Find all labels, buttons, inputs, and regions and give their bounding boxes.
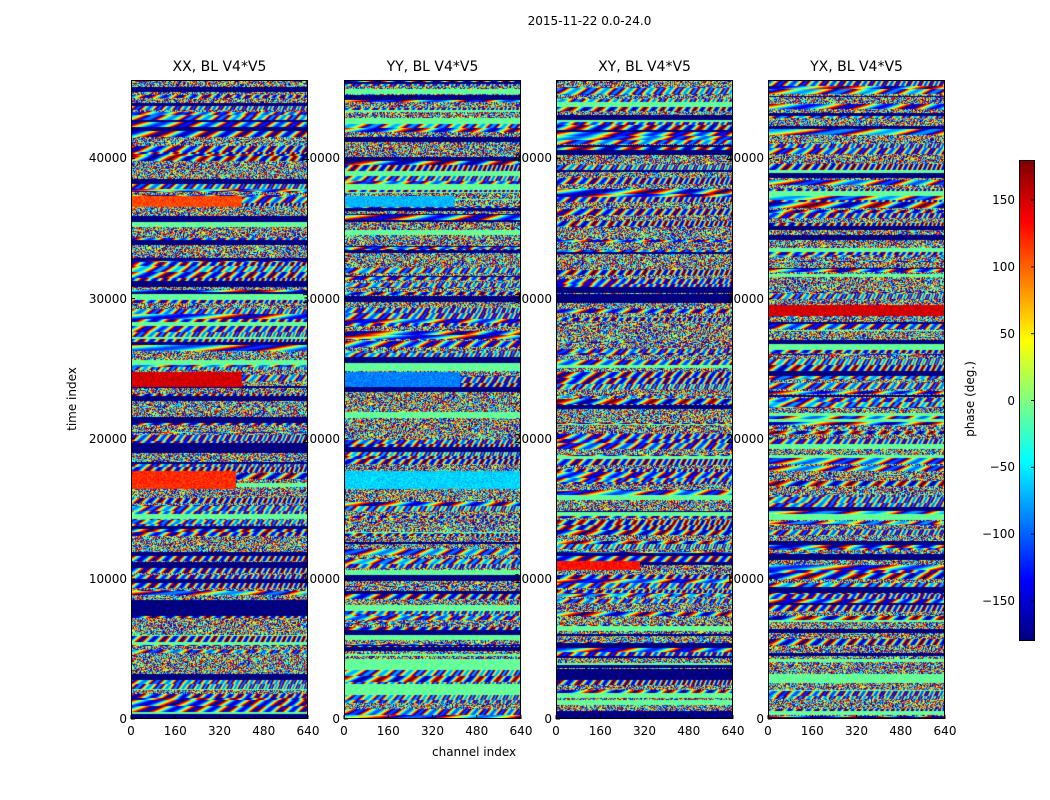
y-tick-label: 0 [544,712,552,726]
colorbar-tick-label: 50 [999,326,1015,341]
x-tick-label: 0 [127,724,135,738]
colorbar-tick-label: −50 [989,460,1015,475]
x-tick-label: 480 [677,724,701,738]
y-tick-label: 20000 [725,431,764,446]
y-tick-label: 20000 [88,431,127,446]
x-tick-label: 640 [296,724,320,738]
x-tick-label: 0 [340,724,348,738]
heatmap-canvas-yx [769,81,944,718]
x-tick-label: 160 [800,724,824,738]
x-tick-label: 320 [208,724,231,738]
y-tick-label: 40000 [301,151,340,166]
x-tick-label: 160 [588,724,612,738]
heatmap-canvas-yy [345,81,520,718]
x-tick-label: 160 [376,724,400,738]
y-tick-label: 20000 [513,431,552,446]
x-tick-label: 480 [465,724,489,738]
colorbar [1019,160,1035,641]
colorbar-tick-label: 150 [992,193,1015,208]
y-tick-label: 0 [119,712,127,726]
y-tick-label: 10000 [725,571,764,586]
panel-title-yx: YX, BL V4*V5 [810,59,903,75]
y-tick-label: 10000 [88,571,127,586]
y-tick-label: 0 [332,712,340,726]
y-tick-label: 10000 [513,571,552,586]
x-tick-label: 480 [252,724,276,738]
y-tick-label: 30000 [513,291,552,306]
colorbar-tick-label: −100 [982,527,1015,542]
x-tick-label: 0 [552,724,560,738]
heatmap-panel-yy [344,80,521,719]
x-tick-label: 320 [845,724,868,738]
y-tick-label: 10000 [301,571,340,586]
y-tick-label: 40000 [88,151,127,166]
y-tick-label: 30000 [88,291,127,306]
colorbar-tick-label: −150 [982,593,1015,608]
colorbar-tick-label: 0 [1007,393,1015,408]
heatmap-panel-yx [768,80,945,719]
panel-title-xx: XX, BL V4*V5 [172,59,267,75]
heatmap-canvas-xx [132,81,307,718]
x-tick-label: 160 [163,724,187,738]
x-tick-label: 320 [633,724,656,738]
colorbar-tick-label: 100 [992,259,1015,274]
x-axis-label: channel index [432,745,517,759]
y-tick-label: 20000 [301,431,340,446]
y-tick-label: 40000 [725,151,764,166]
y-tick-label: 40000 [513,151,552,166]
x-tick-label: 640 [721,724,745,738]
x-tick-label: 640 [933,724,957,738]
y-tick-label: 0 [756,712,764,726]
panel-title-xy: XY, BL V4*V5 [598,59,691,75]
heatmap-panel-xy [556,80,733,719]
panel-title-yy: YY, BL V4*V5 [386,59,479,75]
heatmap-canvas-xy [557,81,732,718]
y-tick-label: 30000 [725,291,764,306]
figure-title: 2015-11-22 0.0-24.0 [527,14,652,28]
x-tick-label: 0 [764,724,772,738]
heatmap-panel-xx [131,80,308,719]
x-tick-label: 640 [509,724,533,738]
colorbar-canvas [1020,161,1034,640]
x-tick-label: 480 [889,724,913,738]
y-tick-label: 30000 [301,291,340,306]
x-tick-label: 320 [421,724,444,738]
